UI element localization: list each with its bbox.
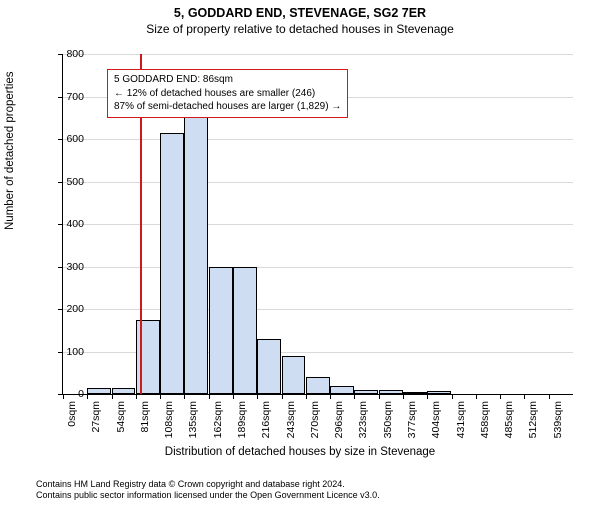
x-tick-label: 458sqm: [479, 401, 491, 441]
histogram-bar: [257, 339, 281, 394]
histogram-bar: [233, 267, 257, 395]
x-tick: [549, 394, 550, 399]
x-tick: [476, 394, 477, 399]
x-tick: [282, 394, 283, 399]
x-tick-label: 27sqm: [90, 401, 102, 441]
histogram-bar: [209, 267, 233, 395]
footer-line1: Contains HM Land Registry data © Crown c…: [36, 479, 380, 491]
x-axis-label: Distribution of detached houses by size …: [0, 446, 600, 458]
annotation-line1: 5 GODDARD END: 86sqm: [114, 73, 341, 87]
histogram-bar: [354, 390, 378, 394]
x-tick: [354, 394, 355, 399]
histogram-bar: [282, 356, 306, 394]
x-tick-label: 81sqm: [139, 401, 151, 441]
x-tick-label: 108sqm: [163, 401, 175, 441]
x-tick: [452, 394, 453, 399]
annotation-line3: 87% of semi-detached houses are larger (…: [114, 100, 341, 114]
y-tick-label: 300: [54, 261, 84, 273]
x-tick-label: 0sqm: [66, 401, 78, 441]
x-tick-label: 485sqm: [503, 401, 515, 441]
footer-attribution: Contains HM Land Registry data © Crown c…: [36, 479, 380, 502]
x-tick: [87, 394, 88, 399]
footer-line2: Contains public sector information licen…: [36, 490, 380, 502]
chart-title-sub: Size of property relative to detached ho…: [0, 22, 600, 36]
x-tick: [112, 394, 113, 399]
x-tick: [379, 394, 380, 399]
x-tick-label: 539sqm: [552, 401, 564, 441]
histogram-bar: [330, 386, 354, 395]
x-tick: [136, 394, 137, 399]
x-tick-label: 431sqm: [455, 401, 467, 441]
chart-title-main: 5, GODDARD END, STEVENAGE, SG2 7ER: [0, 6, 600, 20]
x-tick: [524, 394, 525, 399]
x-tick: [233, 394, 234, 399]
x-tick: [403, 394, 404, 399]
histogram-bar: [306, 377, 330, 394]
x-tick: [257, 394, 258, 399]
y-tick-label: 400: [54, 218, 84, 230]
annotation-box: 5 GODDARD END: 86sqm← 12% of detached ho…: [107, 69, 348, 118]
x-tick-label: 350sqm: [382, 401, 394, 441]
x-tick-label: 162sqm: [212, 401, 224, 441]
x-tick-label: 296sqm: [333, 401, 345, 441]
y-tick-label: 700: [54, 91, 84, 103]
x-tick: [306, 394, 307, 399]
x-tick-label: 54sqm: [115, 401, 127, 441]
x-tick: [160, 394, 161, 399]
histogram-bar: [112, 388, 136, 394]
x-tick-label: 216sqm: [260, 401, 272, 441]
x-tick: [184, 394, 185, 399]
histogram-bar: [379, 390, 403, 394]
x-tick: [427, 394, 428, 399]
y-tick-label: 100: [54, 346, 84, 358]
y-tick-label: 0: [54, 388, 84, 400]
x-tick-label: 270sqm: [309, 401, 321, 441]
y-axis-label: Number of detached properties: [4, 71, 16, 230]
histogram-bar: [160, 133, 184, 394]
x-tick-label: 243sqm: [285, 401, 297, 441]
x-tick: [500, 394, 501, 399]
histogram-bar: [87, 388, 111, 394]
annotation-line2: ← 12% of detached houses are smaller (24…: [114, 87, 341, 101]
x-tick: [330, 394, 331, 399]
histogram-bar: [427, 391, 451, 394]
x-tick-label: 377sqm: [406, 401, 418, 441]
x-tick-label: 323sqm: [357, 401, 369, 441]
x-tick: [209, 394, 210, 399]
chart-container: 5, GODDARD END, STEVENAGE, SG2 7ER Size …: [0, 6, 600, 506]
histogram-bar: [184, 114, 208, 395]
y-tick-label: 600: [54, 133, 84, 145]
x-tick-label: 512sqm: [527, 401, 539, 441]
y-tick-label: 200: [54, 303, 84, 315]
y-tick-label: 800: [54, 48, 84, 60]
x-tick-label: 404sqm: [430, 401, 442, 441]
histogram-bar: [403, 392, 427, 394]
y-tick-label: 500: [54, 176, 84, 188]
x-tick-label: 189sqm: [236, 401, 248, 441]
x-tick-label: 135sqm: [187, 401, 199, 441]
